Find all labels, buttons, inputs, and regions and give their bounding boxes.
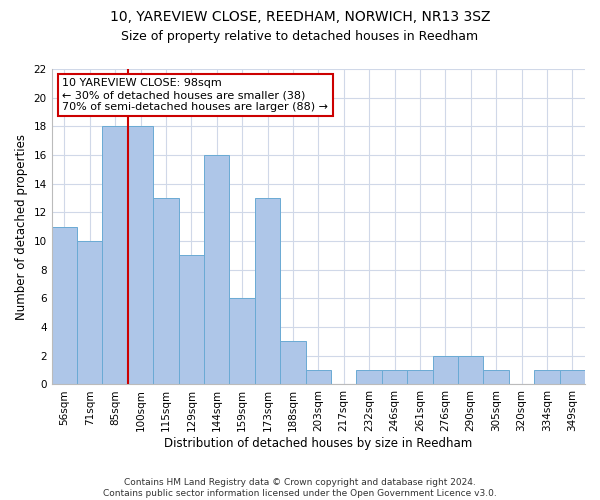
Bar xyxy=(179,256,204,384)
Bar xyxy=(280,342,305,384)
Bar xyxy=(77,241,103,384)
Bar xyxy=(305,370,331,384)
Bar xyxy=(560,370,585,384)
Bar xyxy=(103,126,128,384)
Bar xyxy=(433,356,458,384)
Bar xyxy=(153,198,179,384)
Bar xyxy=(356,370,382,384)
Bar xyxy=(204,155,229,384)
Text: 10 YAREVIEW CLOSE: 98sqm
← 30% of detached houses are smaller (38)
70% of semi-d: 10 YAREVIEW CLOSE: 98sqm ← 30% of detach… xyxy=(62,78,328,112)
Bar xyxy=(229,298,255,384)
Bar xyxy=(255,198,280,384)
Text: Contains HM Land Registry data © Crown copyright and database right 2024.
Contai: Contains HM Land Registry data © Crown c… xyxy=(103,478,497,498)
Bar xyxy=(484,370,509,384)
Bar xyxy=(382,370,407,384)
Bar xyxy=(407,370,433,384)
Bar xyxy=(128,126,153,384)
Bar xyxy=(458,356,484,384)
Bar xyxy=(534,370,560,384)
X-axis label: Distribution of detached houses by size in Reedham: Distribution of detached houses by size … xyxy=(164,437,472,450)
Text: 10, YAREVIEW CLOSE, REEDHAM, NORWICH, NR13 3SZ: 10, YAREVIEW CLOSE, REEDHAM, NORWICH, NR… xyxy=(110,10,490,24)
Text: Size of property relative to detached houses in Reedham: Size of property relative to detached ho… xyxy=(121,30,479,43)
Bar xyxy=(52,226,77,384)
Y-axis label: Number of detached properties: Number of detached properties xyxy=(15,134,28,320)
